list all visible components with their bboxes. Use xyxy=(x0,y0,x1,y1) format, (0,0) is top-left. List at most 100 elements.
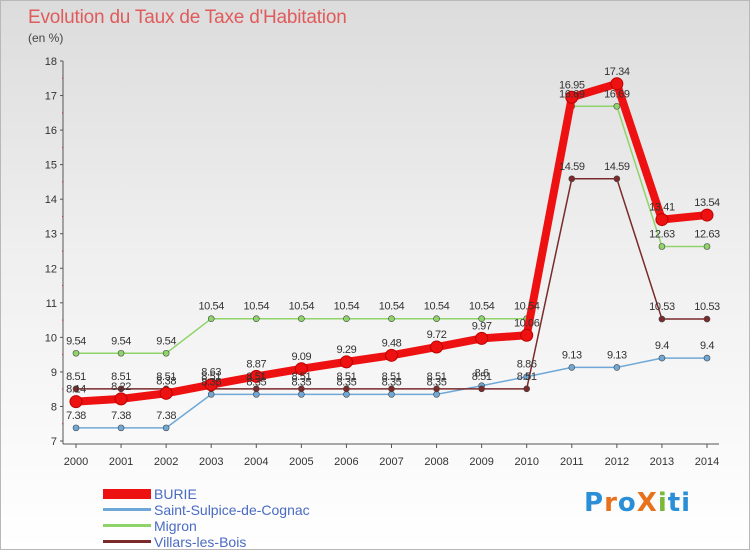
data-point xyxy=(478,385,485,393)
data-point xyxy=(658,243,666,250)
data-point xyxy=(298,315,305,323)
data-label: 10.06 xyxy=(514,317,540,329)
data-point xyxy=(207,315,215,323)
data-label: 9.4 xyxy=(655,340,669,352)
data-point xyxy=(703,354,711,362)
data-point xyxy=(565,90,579,104)
data-label: 8.35 xyxy=(201,376,221,388)
data-point xyxy=(117,424,125,432)
data-point xyxy=(703,315,711,323)
x-tick-label: 2002 xyxy=(154,456,178,468)
data-point xyxy=(252,385,260,393)
data-label: 9.54 xyxy=(156,335,176,347)
data-point xyxy=(430,340,444,354)
data-label: 8.51 xyxy=(111,371,131,383)
x-tick-label: 2008 xyxy=(424,456,448,468)
data-label: 10.53 xyxy=(694,301,720,313)
data-label: 8.6 xyxy=(475,368,489,380)
data-point xyxy=(613,364,621,371)
data-label: 10.54 xyxy=(469,301,495,313)
y-tick-label: 15 xyxy=(45,160,57,172)
y-tick-label: 14 xyxy=(45,194,57,206)
data-label: 10.54 xyxy=(334,301,360,313)
brand-logo: ProXiti xyxy=(584,488,691,518)
data-point xyxy=(523,385,531,393)
data-label: 12.63 xyxy=(694,229,720,241)
data-label: 14.59 xyxy=(559,161,585,173)
data-label: 9.29 xyxy=(337,344,357,356)
legend-label-saint-sulpice: Saint-Sulpice-de-Cognac xyxy=(154,502,310,518)
data-label: 8.14 xyxy=(66,384,86,396)
data-label: 8.51 xyxy=(201,371,221,383)
data-point xyxy=(207,391,215,398)
data-label: 8.35 xyxy=(246,376,266,388)
brand-letter: P xyxy=(584,488,605,518)
x-tick-label: 2005 xyxy=(289,456,313,468)
unit-label: (en %) xyxy=(28,31,64,45)
legend-swatch-burie xyxy=(103,489,151,499)
x-tick-label: 2000 xyxy=(64,456,88,468)
x-tick-label: 2014 xyxy=(695,456,719,468)
x-tick-label: 2011 xyxy=(560,456,584,468)
data-point xyxy=(343,315,350,323)
data-label: 8.51 xyxy=(246,371,266,383)
data-point xyxy=(252,391,260,398)
data-label: 7.38 xyxy=(156,410,176,422)
data-point xyxy=(613,102,621,110)
data-point xyxy=(655,213,669,227)
data-label: 8.51 xyxy=(291,371,311,383)
data-label: 10.54 xyxy=(289,301,315,313)
y-tick-label: 9 xyxy=(51,367,57,379)
legend-swatch-saint-sulpice xyxy=(103,508,151,511)
data-label: 9.54 xyxy=(66,335,86,347)
x-tick-label: 2007 xyxy=(379,456,403,468)
data-label: 13.54 xyxy=(694,197,720,209)
x-tick-label: 2006 xyxy=(334,456,358,468)
data-point xyxy=(475,331,489,345)
data-point xyxy=(343,391,350,398)
data-point xyxy=(162,349,170,357)
x-tick-label: 2001 xyxy=(109,456,133,468)
brand-letter: i xyxy=(681,488,692,518)
x-tick-label: 2010 xyxy=(514,456,538,468)
data-label: 14.59 xyxy=(604,161,630,173)
data-label: 8.63 xyxy=(201,367,221,379)
data-label: 10.54 xyxy=(379,301,405,313)
data-label: 9.48 xyxy=(382,337,402,349)
data-label: 8.35 xyxy=(382,376,402,388)
data-point xyxy=(117,385,125,393)
y-tick-label: 8 xyxy=(51,401,57,413)
data-label: 12.63 xyxy=(649,229,675,241)
data-label: 17.34 xyxy=(604,66,630,78)
data-point xyxy=(433,315,440,323)
data-point xyxy=(520,328,534,342)
data-point xyxy=(610,77,624,91)
data-point xyxy=(388,315,395,323)
y-tick-label: 18 xyxy=(45,56,57,68)
data-point xyxy=(658,315,666,323)
y-tick-label: 17 xyxy=(45,91,57,103)
data-label: 8.51 xyxy=(472,371,492,383)
data-label: 10.54 xyxy=(424,301,450,313)
data-label: 7.38 xyxy=(111,410,131,422)
data-point xyxy=(613,175,621,183)
data-point xyxy=(69,395,83,409)
data-point xyxy=(433,391,440,398)
data-label: 8.22 xyxy=(111,381,131,393)
data-point xyxy=(478,315,485,323)
data-label: 13.41 xyxy=(649,202,675,214)
y-tick-label: 7 xyxy=(51,436,57,448)
brand-letter: t xyxy=(667,488,682,518)
brand-letter: r xyxy=(604,488,618,518)
data-label: 10.54 xyxy=(514,301,540,313)
data-label: 7.38 xyxy=(66,410,86,422)
data-point xyxy=(433,385,440,393)
data-label: 9.54 xyxy=(111,335,131,347)
y-tick-label: 10 xyxy=(45,332,57,344)
data-point xyxy=(72,349,80,357)
data-label: 8.35 xyxy=(427,376,447,388)
data-label: 9.72 xyxy=(427,329,447,341)
data-label: 8.51 xyxy=(382,371,402,383)
